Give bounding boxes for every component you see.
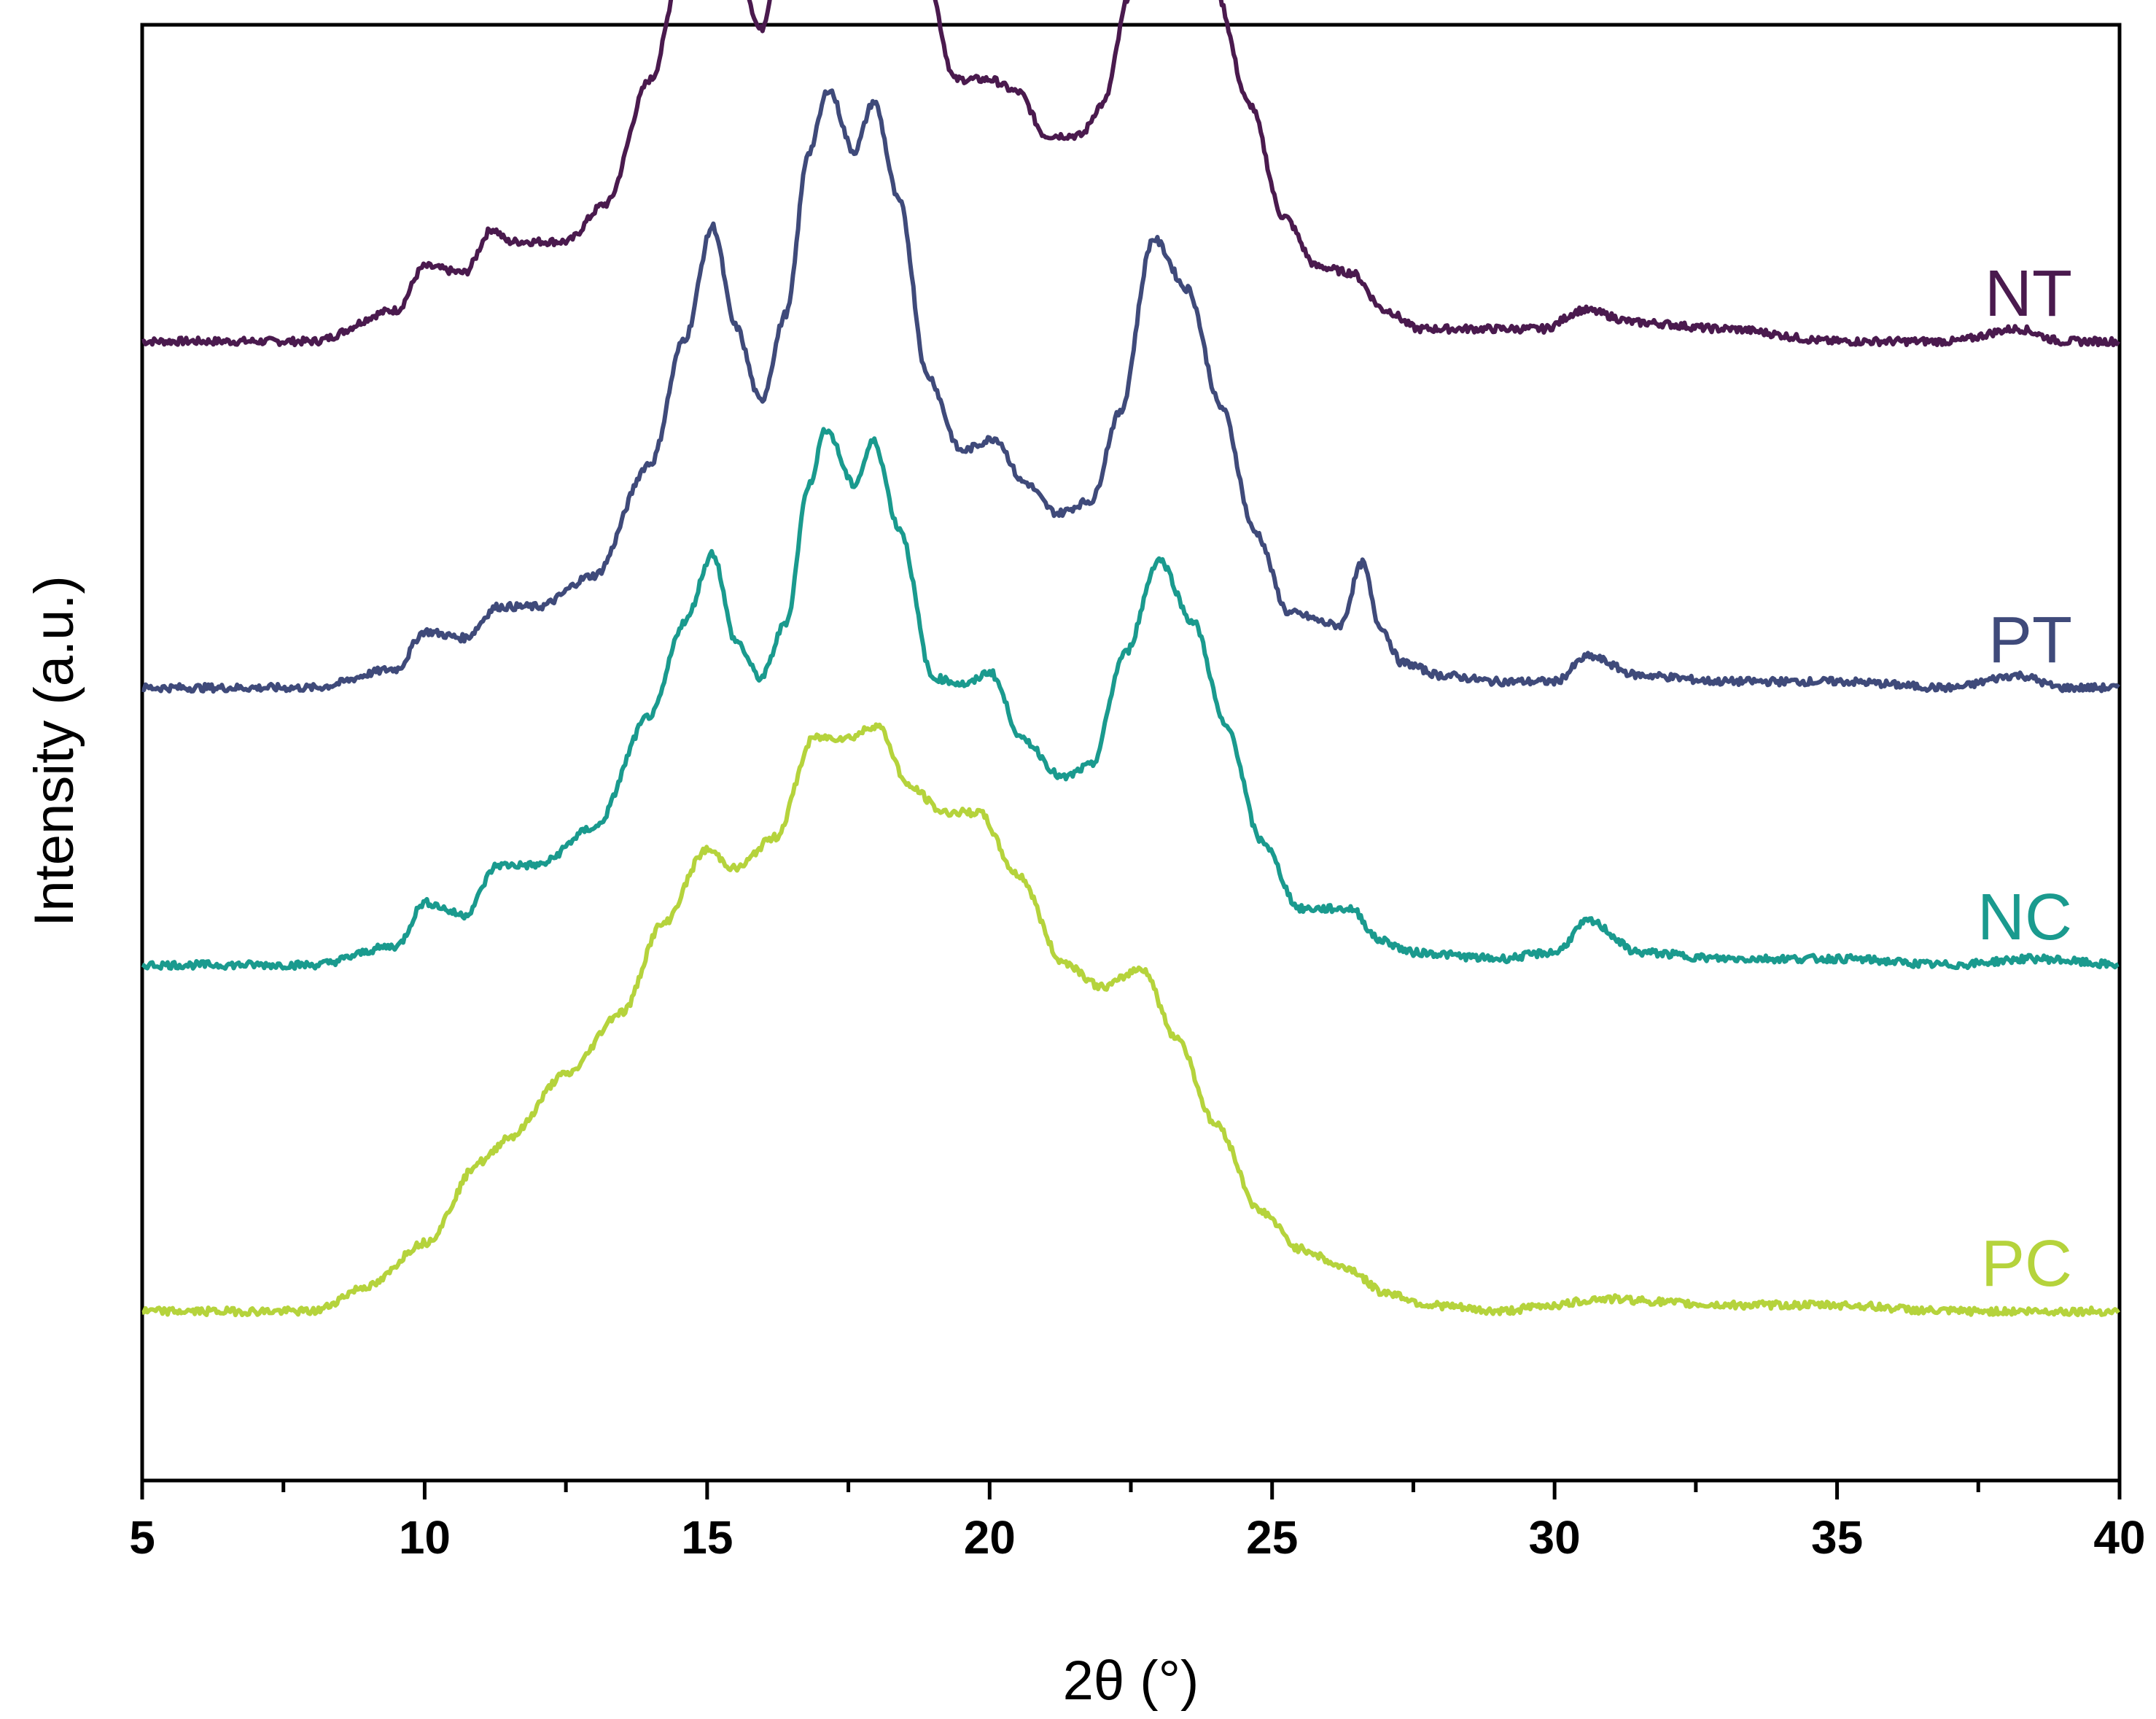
series-line-nt [141, 0, 2120, 348]
x-tick-label: 40 [2093, 1511, 2145, 1564]
series-label-nc: NC [1977, 881, 2072, 954]
series-line-pc [141, 722, 2120, 1318]
x-tick-label: 30 [1529, 1511, 1581, 1564]
series-label-pt: PT [1988, 604, 2072, 677]
y-axis-title: Intensity (a.u.) [23, 575, 85, 927]
plot-frame [140, 23, 2122, 1483]
series-label-pc: PC [1981, 1227, 2072, 1300]
x-tick-label: 20 [964, 1511, 1016, 1564]
series-line-nc [141, 427, 2120, 971]
x-axis-ticks [140, 1481, 2122, 1499]
x-tick-label: 15 [681, 1511, 733, 1564]
series-group [141, 0, 2120, 1318]
x-tick-label: 10 [399, 1511, 451, 1564]
series-label-nt: NT [1985, 257, 2072, 330]
x-axis-tick-labels: 5 10 15 20 25 30 35 40 [129, 1511, 2145, 1564]
x-tick-label: 25 [1246, 1511, 1298, 1564]
series-line-pt [141, 88, 2120, 694]
x-tick-label: 5 [129, 1511, 155, 1564]
series-labels: NT PT NC PC [1977, 257, 2072, 1300]
x-axis-title: 2θ (°) [1063, 1650, 1199, 1712]
x-tick-label: 35 [1811, 1511, 1863, 1564]
